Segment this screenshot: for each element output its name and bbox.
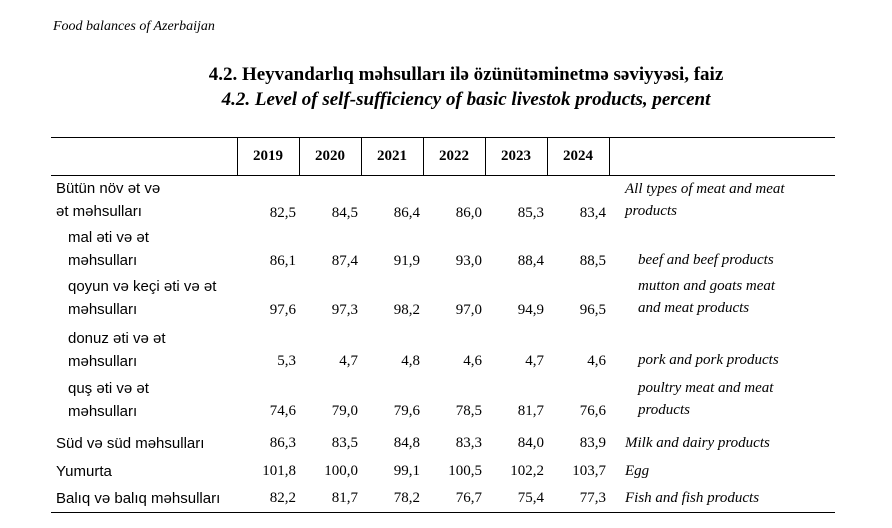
table-cell: 83,5: [331, 435, 358, 451]
table-cell: 88,4: [517, 253, 544, 269]
table-cell: 76,7: [455, 490, 482, 506]
table-cell: 4,6: [463, 353, 482, 369]
row-label-az: quş əti və ət: [68, 380, 149, 397]
table-cell: 93,0: [455, 253, 482, 269]
table-cell: 4,6: [587, 353, 606, 369]
row-label-en: products: [638, 402, 690, 418]
table-bottom-rule: [51, 512, 835, 513]
table-cell: 83,4: [579, 205, 606, 221]
table-cell: 94,9: [517, 302, 544, 318]
table-cell: 102,2: [510, 463, 544, 479]
row-label-az: məhsulları: [68, 252, 138, 269]
column-divider: [361, 137, 362, 175]
row-label-en: pork and pork products: [638, 352, 779, 368]
table-cell: 79,6: [393, 403, 420, 419]
document-header: Food balances of Azerbaijan: [53, 19, 215, 34]
column-divider: [609, 137, 610, 175]
table-cell: 4,7: [339, 353, 358, 369]
table-cell: 98,2: [393, 302, 420, 318]
table-cell: 86,3: [269, 435, 296, 451]
table-cell: 83,9: [579, 435, 606, 451]
row-label-en: All types of meat and meat: [625, 181, 785, 197]
table-cell: 97,3: [331, 302, 358, 318]
table-cell: 97,6: [269, 302, 296, 318]
row-label-az: Bütün növ ət və: [56, 180, 161, 197]
row-label-en: mutton and goats meat: [638, 278, 776, 294]
column-header-2020: 2020: [315, 148, 345, 164]
table-cell: 78,5: [455, 403, 482, 419]
row-label-en: beef and beef products: [638, 252, 774, 268]
row-label-az: Yumurta: [56, 463, 112, 480]
row-label-en: products: [625, 203, 677, 219]
table-title-en: 4.2. Level of self-sufficiency of basic …: [221, 89, 711, 110]
table-cell: 85,3: [517, 205, 544, 221]
table-cell: 101,8: [262, 463, 296, 479]
table-cell: 86,0: [455, 205, 482, 221]
table-cell: 75,4: [517, 490, 544, 506]
table-cell: 84,8: [393, 435, 420, 451]
column-divider: [547, 137, 548, 175]
column-header-2022: 2022: [439, 148, 469, 164]
row-label-az: Süd və süd məhsulları: [56, 435, 205, 452]
table-cell: 74,6: [269, 403, 296, 419]
table-cell: 99,1: [393, 463, 420, 479]
table-cell: 96,5: [579, 302, 606, 318]
table-cell: 84,0: [517, 435, 544, 451]
column-divider: [485, 137, 486, 175]
table-cell: 4,8: [401, 353, 420, 369]
row-label-az: məhsulları: [68, 403, 138, 420]
table-cell: 103,7: [572, 463, 606, 479]
row-label-az: donuz əti və ət: [68, 330, 166, 347]
table-cell: 76,6: [579, 403, 606, 419]
table-title-az: 4.2. Heyvandarlıq məhsulları ilə özünütə…: [208, 64, 724, 85]
row-label-en: Fish and fish products: [625, 490, 760, 506]
table-cell: 83,3: [455, 435, 482, 451]
table-cell: 4,7: [525, 353, 544, 369]
table-cell: 84,5: [331, 205, 358, 221]
row-label-az: Balıq və balıq məhsulları: [56, 490, 221, 507]
row-label-en: Egg: [625, 463, 650, 479]
header-bottom-rule: [51, 175, 835, 176]
table-cell: 82,5: [269, 205, 296, 221]
table-cell: 82,2: [269, 490, 296, 506]
table-top-rule: [51, 137, 835, 138]
table-cell: 86,1: [269, 253, 296, 269]
table-cell: 88,5: [579, 253, 606, 269]
table-cell: 79,0: [331, 403, 358, 419]
table-cell: 77,3: [579, 490, 606, 506]
table-cell: 100,0: [324, 463, 358, 479]
column-header-2024: 2024: [563, 148, 593, 164]
table-cell: 97,0: [455, 302, 482, 318]
row-label-az: məhsulları: [68, 353, 138, 370]
table-cell: 91,9: [393, 253, 420, 269]
row-label-az: ət məhsulları: [56, 203, 142, 220]
table-cell: 100,5: [448, 463, 482, 479]
column-divider: [299, 137, 300, 175]
row-label-en: poultry meat and meat: [638, 380, 774, 396]
column-header-2021: 2021: [377, 148, 407, 164]
column-divider: [237, 137, 238, 175]
row-label-az: məhsulları: [68, 301, 138, 318]
table-cell: 5,3: [277, 353, 296, 369]
row-label-en: and meat products: [638, 300, 750, 316]
table-cell: 86,4: [393, 205, 420, 221]
column-header-2019: 2019: [253, 148, 283, 164]
row-label-az: mal əti və ət: [68, 229, 149, 246]
column-header-2023: 2023: [501, 148, 531, 164]
table-cell: 87,4: [331, 253, 358, 269]
column-divider: [423, 137, 424, 175]
row-label-en: Milk and dairy products: [625, 435, 770, 451]
row-label-az: qoyun və keçi əti və ət: [68, 278, 217, 295]
table-cell: 81,7: [517, 403, 544, 419]
table-cell: 78,2: [393, 490, 420, 506]
table-cell: 81,7: [331, 490, 358, 506]
